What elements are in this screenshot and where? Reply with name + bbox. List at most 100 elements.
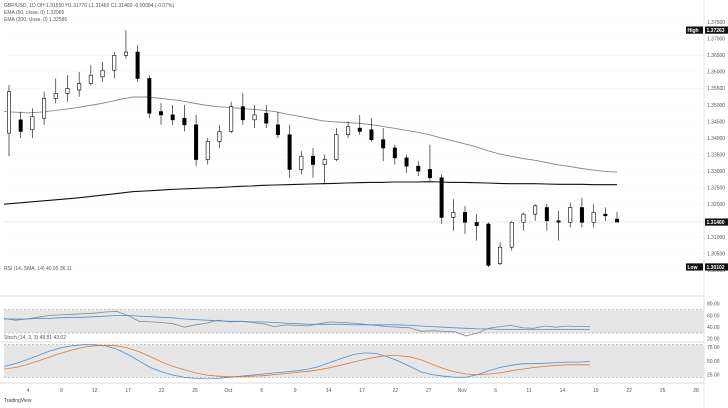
candle [18, 119, 23, 132]
price-tick-label: 1.31500 [707, 219, 725, 225]
price-tick-label: 1.35000 [707, 103, 725, 109]
candle [346, 126, 351, 136]
candle [159, 111, 164, 116]
price-tick-label: 1.34000 [707, 136, 725, 142]
low-price-label-tag-text: Low [688, 265, 698, 271]
candle [369, 129, 374, 140]
date-tick-label: Nov [458, 388, 467, 394]
candle [509, 222, 514, 248]
candle [498, 246, 503, 265]
price-tick-label: 1.33000 [707, 169, 725, 175]
last-price-label [705, 218, 728, 226]
candle [147, 78, 152, 114]
candle [416, 165, 421, 172]
candle [310, 155, 315, 165]
candle [521, 213, 526, 223]
candle [439, 177, 444, 218]
date-tick-label: 27 [426, 388, 432, 394]
price-tick-label: 1.35500 [707, 86, 725, 92]
candle [100, 69, 105, 78]
candle [112, 55, 117, 71]
candle [88, 74, 93, 84]
stoch-header: Stoch (14, 3, 3) 48.81 43.02 [4, 335, 66, 341]
candle [42, 98, 47, 119]
price-tick-label: 1.37000 [707, 37, 725, 43]
candle [603, 213, 608, 217]
date-tick-label: 4 [27, 388, 30, 394]
candle [568, 207, 573, 223]
candle [544, 207, 549, 222]
candle [579, 207, 584, 223]
stoch-tick-label: 50.00 [707, 359, 720, 365]
date-tick-label: 14 [560, 388, 566, 394]
low-price-label [705, 263, 728, 271]
date-tick-label: 6 [260, 388, 263, 394]
date-tick-label: 6 [494, 388, 497, 394]
candle [135, 51, 140, 79]
high-price-label-tag [686, 26, 703, 34]
candle [451, 212, 456, 218]
chart-header-ema200: EMA (200, close, 0) 1.32586 [4, 17, 68, 23]
candle [65, 88, 70, 94]
low-price-label-tag [686, 263, 703, 271]
price-tick-label: 1.37500 [707, 20, 725, 26]
high-price-label-value: 1.37263 [707, 28, 725, 34]
candle [123, 51, 128, 56]
date-tick-label: 28 [693, 388, 699, 394]
candle [474, 222, 479, 226]
candle [194, 124, 199, 160]
high-price-label [705, 26, 728, 34]
date-tick-label: Oct [225, 388, 233, 394]
date-tick-label: 22 [393, 388, 399, 394]
candle [30, 116, 35, 131]
chart-header-ema50: EMA (50, close, 0) 1.32965 [4, 10, 65, 16]
candle [287, 134, 292, 170]
tradingview-logo: TradingView [4, 398, 32, 404]
price-tick-label: 1.36000 [707, 70, 725, 76]
candle [264, 112, 269, 124]
candle [427, 169, 432, 179]
candle [381, 139, 386, 149]
stoch-band [4, 344, 704, 378]
candle [182, 117, 187, 126]
candle [205, 141, 210, 160]
candle [404, 157, 409, 167]
date-tick-label: 9 [60, 388, 63, 394]
stoch-line-1 [3, 344, 590, 378]
price-tick-label: 1.36500 [707, 53, 725, 59]
ema50-line [3, 96, 618, 173]
date-tick-label: 11 [526, 388, 531, 394]
rsi-line-1 [4, 315, 590, 330]
high-price-label-tag-text: High [688, 28, 699, 34]
candle [240, 106, 245, 121]
date-tick-label: 14 [326, 388, 332, 394]
date-tick-label: 17 [125, 388, 131, 394]
rsi-tick-label: 60.00 [707, 313, 720, 319]
candle [614, 218, 619, 223]
last-price-label-value: 1.31460 [707, 220, 725, 226]
price-tick-label: 1.30500 [707, 252, 725, 258]
ema200-line [3, 181, 617, 205]
candle [77, 83, 82, 91]
date-tick-label: 22 [159, 388, 165, 394]
rsi-band [4, 309, 704, 333]
candle [334, 134, 339, 160]
candle [591, 212, 596, 223]
candle [53, 93, 58, 99]
date-tick-label: 17 [359, 388, 365, 394]
candle [462, 212, 467, 223]
candle [7, 91, 12, 134]
price-tick-label: 1.33500 [707, 152, 725, 158]
rsi-tick-label: 20.00 [707, 337, 720, 343]
date-tick-label: 25 [660, 388, 666, 394]
price-tick-label: 1.31000 [707, 235, 725, 241]
candle [533, 205, 538, 215]
chart-header-symbol: GBP/USD, 1D OH:1.31550 H1.31770 L1.31460… [4, 3, 175, 9]
stoch-tick-label: 75.00 [707, 345, 720, 351]
date-tick-label: 22 [626, 388, 632, 394]
low-price-label-value: 1.30102 [707, 265, 725, 271]
price-tick-label: 1.32000 [707, 202, 725, 208]
candle [217, 131, 222, 142]
price-tick-label: 1.32500 [707, 185, 725, 191]
